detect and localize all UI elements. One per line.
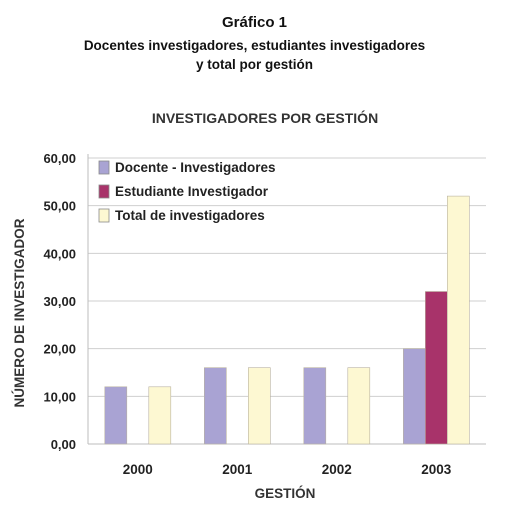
y-axis-ticks: 0,00 10,00 20,00 30,00 40,00 50,00 60,00 bbox=[43, 151, 76, 452]
legend-label: Estudiante Investigador bbox=[115, 184, 269, 199]
y-axis-label: NÚMERO DE INVESTIGADOR bbox=[12, 218, 27, 407]
y-tick-label: 60,00 bbox=[43, 151, 76, 166]
x-tick-label: 2002 bbox=[322, 462, 352, 477]
bar-2002-series-1 bbox=[303, 367, 327, 445]
y-tick-label: 10,00 bbox=[43, 389, 76, 404]
legend-swatch bbox=[98, 160, 110, 175]
legend-label: Docente - Investigadores bbox=[115, 160, 276, 175]
figure-number: Gráfico 1 bbox=[221, 14, 288, 31]
legend-label: Total de investigadores bbox=[115, 208, 265, 223]
legend-swatch bbox=[98, 184, 110, 199]
bar-2000-series-1 bbox=[104, 386, 128, 445]
y-tick-label: 30,00 bbox=[43, 294, 76, 309]
legend-swatch bbox=[98, 208, 110, 223]
x-tick-label: 2001 bbox=[222, 462, 253, 477]
chart-title: INVESTIGADORES POR GESTIÓN bbox=[152, 109, 378, 126]
legend: Docente - Investigadores Estudiante Inves… bbox=[98, 160, 276, 223]
y-tick-label: 50,00 bbox=[43, 199, 76, 214]
x-axis-ticks: 2000 2001 2002 2003 bbox=[123, 462, 452, 477]
bar-2001-series-3 bbox=[248, 367, 271, 445]
x-axis-label: GESTIÓN bbox=[255, 486, 316, 501]
y-tick-label: 0,00 bbox=[51, 437, 76, 452]
figure-subtitle-line-1: Docentes investigadores, estudiantes inv… bbox=[83, 38, 426, 53]
y-tick-label: 40,00 bbox=[43, 246, 76, 261]
bar-2002-series-3 bbox=[347, 367, 371, 445]
x-tick-label: 2000 bbox=[123, 462, 153, 477]
bar-2003-series-3 bbox=[446, 195, 470, 445]
x-tick-label: 2003 bbox=[421, 462, 452, 477]
bar-2001-series-1 bbox=[204, 367, 227, 445]
figure-subtitle-line-2: y total por gestión bbox=[195, 57, 313, 72]
y-tick-label: 20,00 bbox=[43, 342, 76, 357]
bars bbox=[104, 195, 470, 445]
bar-2003-series-1 bbox=[402, 348, 426, 445]
bar-2003-series-2 bbox=[424, 291, 448, 445]
bar-2000-series-3 bbox=[148, 386, 172, 445]
